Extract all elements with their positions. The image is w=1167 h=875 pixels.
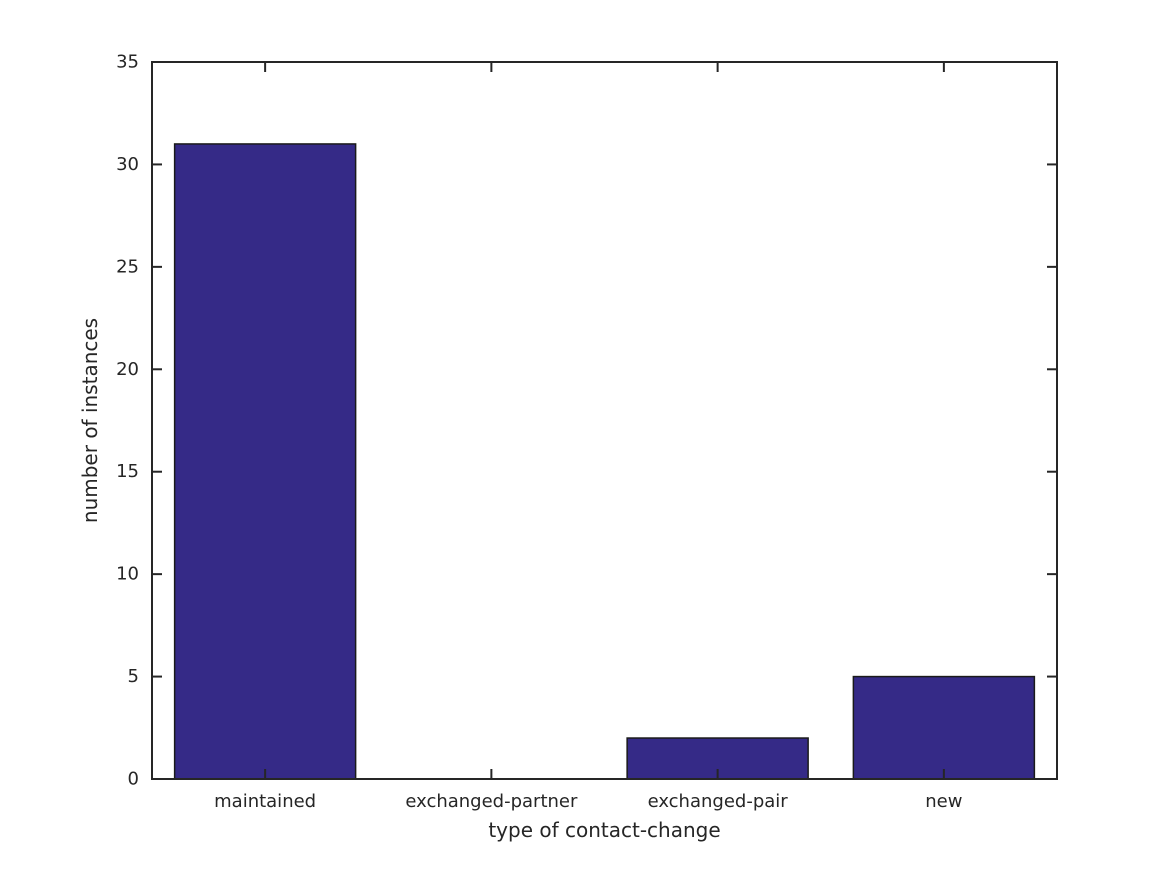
- labels: 0 5 10 15 20 25 30 35 maintained exchanged-partne…: [78, 52, 962, 843]
- y-tick-label-25: 25: [116, 256, 139, 277]
- y-tick-label-15: 15: [116, 461, 139, 482]
- y-tick-label-0: 0: [128, 769, 139, 790]
- bar-new: [852, 675, 1036, 780]
- bar-maintained: [173, 143, 357, 780]
- y-tick-label-30: 30: [116, 154, 139, 175]
- y-tick-label-10: 10: [116, 564, 139, 585]
- y-tick-label-35: 35: [116, 52, 139, 73]
- x-axis-label: type of contact-change: [488, 818, 720, 842]
- y-axis-label: number of instances: [78, 318, 102, 523]
- plot-border: [151, 61, 1058, 780]
- x-tick-label-new: new: [925, 791, 962, 812]
- x-tick-label-maintained: maintained: [214, 791, 316, 812]
- bars: [173, 143, 1036, 780]
- x-tick-label-exchanged-pair: exchanged-pair: [648, 791, 789, 812]
- y-tick-label-5: 5: [128, 666, 139, 687]
- x-tick-label-exchanged-partner: exchanged-partner: [405, 791, 578, 812]
- axes: [151, 61, 1058, 780]
- y-tick-label-20: 20: [116, 359, 139, 380]
